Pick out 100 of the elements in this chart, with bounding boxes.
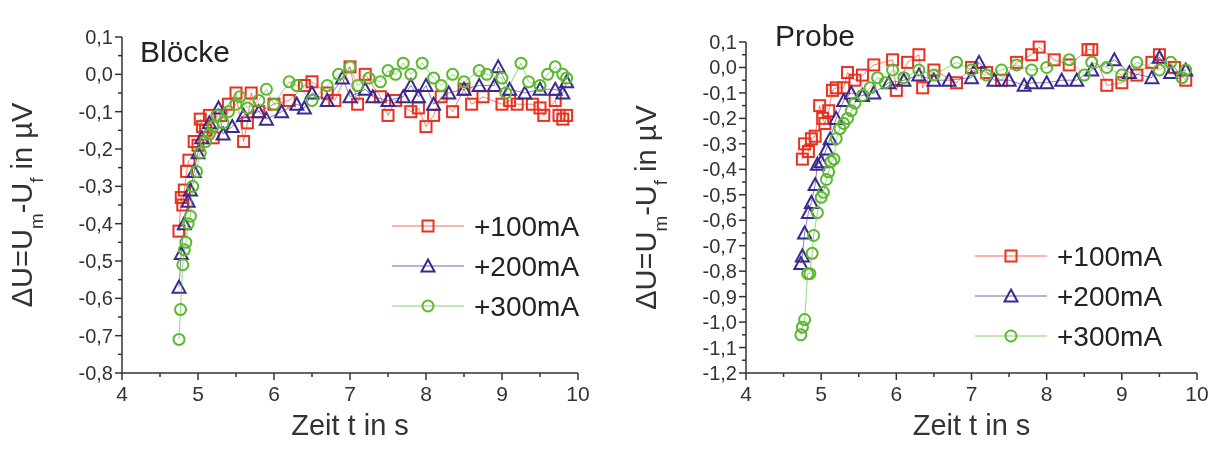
point: [1062, 58, 1076, 72]
point: [240, 116, 254, 130]
point: [1062, 53, 1076, 67]
y-tick-label: -1,1: [702, 336, 737, 359]
point: [1121, 65, 1137, 80]
point: [986, 72, 1002, 87]
point: [282, 75, 296, 89]
point: [995, 63, 1009, 77]
point: [795, 320, 809, 334]
point: [795, 152, 809, 166]
point: [514, 56, 528, 70]
point: [181, 217, 195, 231]
x-axis-title: Zeit t in s: [912, 409, 1031, 441]
point: [916, 81, 930, 95]
legend-label: +100mA: [1057, 241, 1163, 272]
x-tick-label: 8: [420, 382, 432, 405]
point: [410, 89, 426, 104]
point: [503, 93, 517, 107]
point: [819, 172, 833, 186]
point: [848, 73, 862, 87]
point: [801, 144, 815, 158]
point: [174, 191, 188, 205]
x-tick-label: 7: [344, 382, 356, 405]
point: [381, 108, 395, 122]
point: [465, 97, 479, 111]
point: [881, 75, 897, 90]
point: [495, 97, 509, 111]
point: [180, 193, 196, 208]
y-tick-label: -0,6: [702, 209, 737, 232]
point: [533, 101, 547, 115]
point: [1163, 65, 1179, 80]
point: [259, 82, 273, 96]
point: [837, 81, 851, 95]
chart-title: Probe: [775, 18, 856, 52]
x-tick-label: 6: [890, 382, 903, 405]
point: [229, 97, 243, 111]
point: [187, 135, 201, 149]
point: [418, 78, 434, 93]
point: [320, 79, 334, 93]
point: [810, 206, 824, 220]
point: [395, 89, 411, 104]
point: [878, 76, 892, 90]
x-tick-label: 10: [1185, 382, 1209, 405]
y-tick-label: 0,1: [709, 31, 737, 53]
x-tick-label: 4: [740, 382, 753, 405]
point: [807, 229, 821, 243]
point: [274, 104, 290, 119]
y-tick-label: -0,2: [78, 138, 113, 160]
point: [1032, 40, 1046, 54]
point: [856, 68, 870, 82]
point: [472, 64, 486, 78]
point: [1167, 60, 1181, 74]
point: [380, 92, 396, 107]
point: [886, 63, 900, 77]
point: [911, 67, 927, 82]
point: [814, 190, 828, 204]
point: [328, 93, 342, 107]
point: [964, 70, 979, 85]
point: [180, 164, 194, 178]
point: [1069, 72, 1085, 87]
point: [941, 72, 957, 87]
point: [804, 132, 818, 146]
point: [351, 79, 365, 93]
point: [805, 246, 819, 260]
y-tick-label: -0,3: [702, 132, 737, 155]
point: [867, 58, 881, 72]
point: [495, 71, 509, 85]
point: [193, 112, 207, 126]
point: [172, 224, 186, 238]
point: [229, 86, 243, 100]
point: [332, 67, 346, 81]
point: [843, 85, 859, 100]
point: [191, 138, 205, 152]
point: [381, 64, 395, 78]
point: [798, 137, 812, 151]
point: [537, 108, 551, 122]
y-tick-label: -0,7: [702, 234, 737, 257]
legend-label: +100mA: [474, 211, 580, 242]
point: [808, 129, 822, 143]
x-tick-label: 8: [1040, 382, 1053, 405]
point: [1152, 63, 1166, 77]
point: [202, 108, 216, 122]
point: [901, 55, 915, 69]
point: [1100, 78, 1114, 92]
point: [1179, 73, 1193, 87]
point: [840, 66, 854, 80]
point: [389, 93, 403, 107]
y-tick-label: -0,8: [78, 362, 113, 384]
point: [829, 81, 843, 95]
legend-label: +300mA: [1057, 321, 1163, 352]
y-tick-label: -0,5: [78, 250, 113, 272]
point: [179, 235, 193, 249]
point: [525, 97, 539, 111]
point: [793, 256, 809, 271]
point: [373, 90, 387, 104]
point: [555, 85, 571, 100]
point: [305, 75, 319, 89]
point: [434, 90, 448, 104]
point: [334, 70, 350, 85]
point: [404, 67, 418, 81]
